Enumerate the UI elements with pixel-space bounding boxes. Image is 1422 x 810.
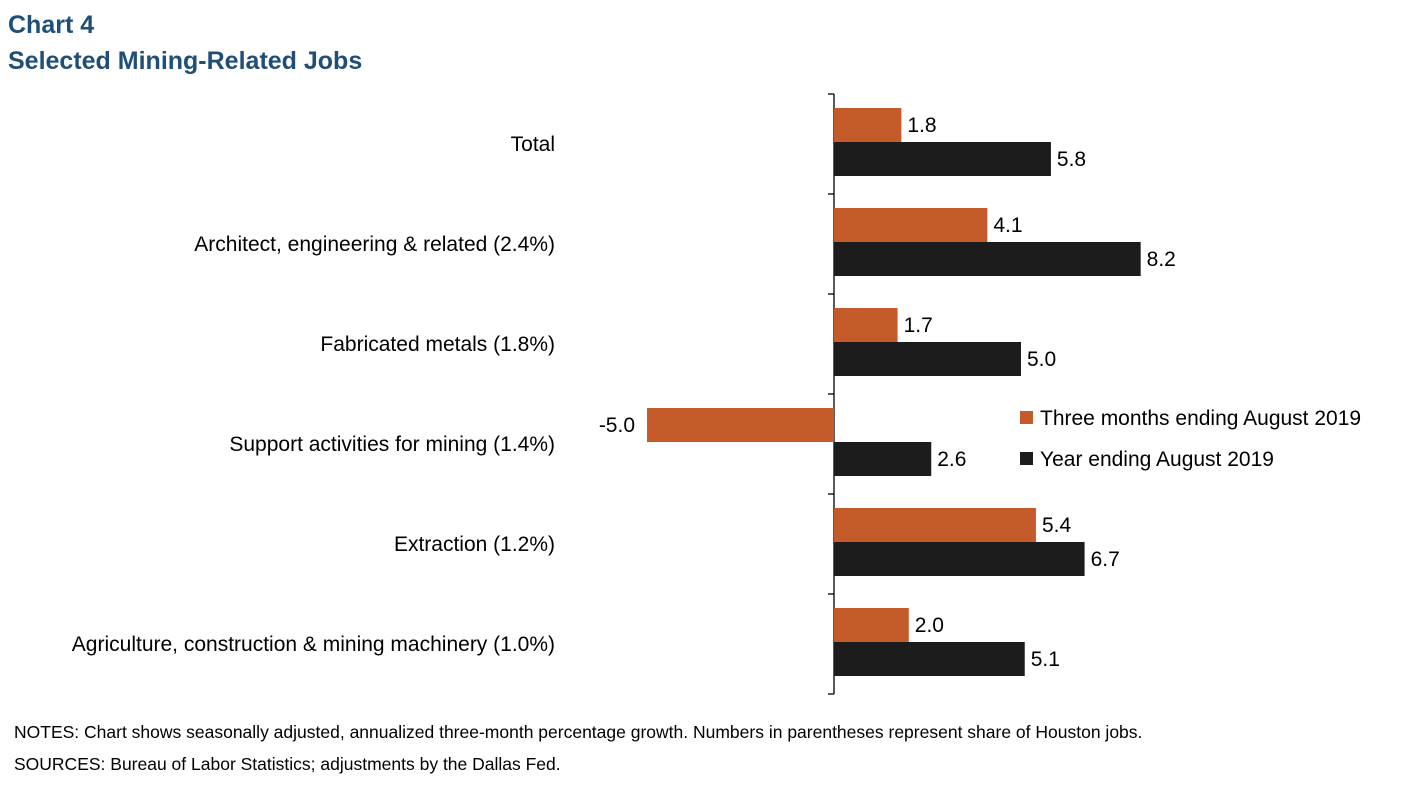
- category-label: Support activities for mining (1.4%): [229, 433, 555, 456]
- bar-three-months: [647, 408, 834, 442]
- bar-year: [834, 442, 932, 476]
- data-label: 4.1: [993, 214, 1022, 237]
- legend-swatch-year: [1020, 452, 1033, 465]
- category-label: Total: [511, 133, 555, 156]
- data-label: 5.4: [1042, 514, 1072, 537]
- data-label: 1.7: [904, 314, 933, 337]
- data-label: 5.8: [1057, 148, 1086, 171]
- bar-year: [834, 242, 1141, 276]
- data-label: 6.7: [1091, 548, 1120, 571]
- category-label: Agriculture, construction & mining machi…: [72, 633, 555, 656]
- bar-year: [834, 342, 1021, 376]
- data-label: 1.8: [907, 114, 936, 137]
- data-label: 5.1: [1031, 648, 1060, 671]
- data-label: -5.0: [599, 414, 635, 437]
- chart-subtitle: Selected Mining-Related Jobs: [8, 47, 363, 75]
- category-label: Extraction (1.2%): [394, 533, 555, 556]
- chart-sources: SOURCES: Bureau of Labor Statistics; adj…: [14, 754, 561, 774]
- legend-label: Three months ending August 2019: [1040, 407, 1361, 430]
- data-label: 8.2: [1147, 248, 1176, 271]
- legend-swatch-three-months: [1020, 411, 1033, 424]
- category-label: Fabricated metals (1.8%): [320, 333, 555, 356]
- bar-year: [834, 542, 1085, 576]
- bar-three-months: [834, 108, 902, 142]
- bar-year: [834, 142, 1051, 176]
- data-label: 2.6: [937, 448, 966, 471]
- bar-three-months: [834, 208, 988, 242]
- bar-three-months: [834, 508, 1036, 542]
- category-label: Architect, engineering & related (2.4%): [194, 233, 555, 256]
- bar-three-months: [834, 308, 898, 342]
- chart-notes: NOTES: Chart shows seasonally adjusted, …: [14, 722, 1143, 742]
- chart-title: Chart 4: [8, 11, 95, 39]
- legend-label: Year ending August 2019: [1040, 448, 1274, 471]
- bar-three-months: [834, 608, 909, 642]
- data-label: 5.0: [1027, 348, 1056, 371]
- data-label: 2.0: [915, 614, 944, 637]
- bar-year: [834, 642, 1025, 676]
